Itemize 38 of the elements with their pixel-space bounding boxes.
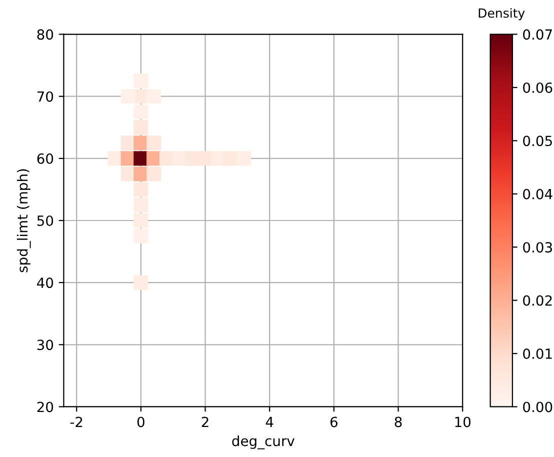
point [134,213,148,228]
x-axis-title: deg_curv [232,435,294,450]
point [134,104,148,120]
x-tick-label: 8 [394,416,402,428]
color-bar-label: 0.01 [523,348,552,359]
y-tick-label: 70 [37,91,54,102]
y-tick-label: 20 [37,402,54,412]
point [146,89,162,104]
point [134,275,148,290]
point [134,198,148,212]
y-tick-label: 50 [37,215,54,226]
point [134,228,148,244]
color-bar-label: 0.06 [523,82,552,93]
point [134,182,148,197]
y-axis-title: spd_limt (mph) [16,169,31,272]
point [146,166,162,182]
color-bar-label: 0.05 [523,136,552,146]
color-bar-label: 0.00 [523,402,552,412]
point [120,89,136,104]
y-tick-label: 80 [37,29,54,40]
y-tick-label: 60 [37,153,54,164]
color-bar-title: Density [478,8,525,20]
x-tick-label: 4 [266,416,274,428]
point [134,74,148,88]
point [134,120,148,135]
x-tick-label: 6 [330,416,338,428]
point [236,151,252,166]
color-bar-label: 0.04 [523,188,552,200]
y-tick-label: 40 [36,278,54,288]
x-tick-label: 0 [137,416,144,428]
x-tick-label: -2 [70,416,82,428]
color-bar-label: 0.03 [523,242,552,253]
x-tick-label: 10 [455,416,471,428]
point [146,136,162,150]
color-bar-label: 0.02 [523,295,552,306]
color-bar-label: 0.07 [523,29,552,40]
x-tick-label: 2 [202,416,208,428]
y-tick-label: 30 [37,340,54,350]
